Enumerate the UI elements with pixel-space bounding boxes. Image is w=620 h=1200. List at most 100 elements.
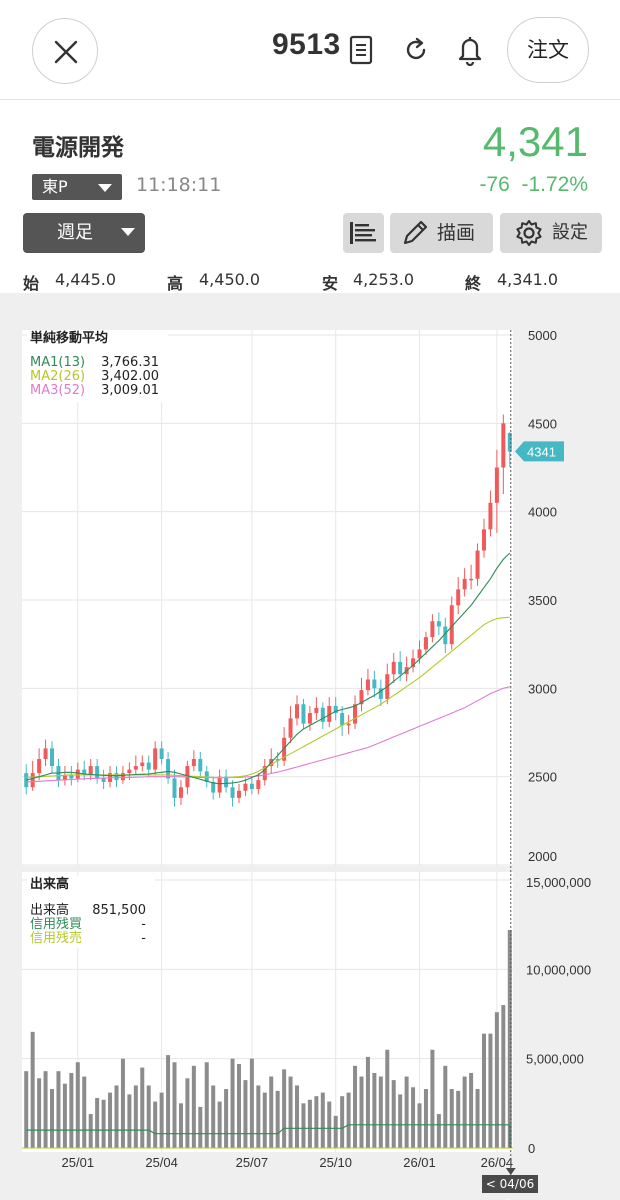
- candle: [372, 670, 377, 698]
- volume-bar: [262, 1092, 267, 1148]
- price-tick-label: 4500: [528, 416, 557, 431]
- price-change: -76 -1.72%: [479, 173, 588, 196]
- volume-bar: [346, 1092, 351, 1148]
- volume-bar: [95, 1097, 100, 1148]
- volume-bar: [166, 1055, 171, 1148]
- candle-body: [340, 713, 345, 726]
- volume-bar: [69, 1072, 74, 1148]
- last-price-badge: [515, 441, 564, 462]
- volume-value: 851,500: [92, 903, 146, 918]
- candle-body: [37, 759, 42, 774]
- candle: [314, 697, 319, 721]
- candle-body: [191, 759, 196, 767]
- candle: [320, 702, 325, 729]
- margin-sell-value: -: [141, 931, 146, 946]
- volume-bar: [108, 1092, 113, 1148]
- candle: [295, 695, 300, 726]
- candle-body: [166, 759, 171, 779]
- candle-body: [30, 773, 35, 788]
- ma2-label: MA2(26): [30, 369, 86, 384]
- candle-body: [120, 773, 125, 781]
- open-value: 4,445.0: [55, 270, 117, 289]
- price-tick-label: 4000: [528, 505, 557, 520]
- candle-body: [469, 578, 474, 581]
- margin-sell-label: 信用残売: [30, 931, 83, 946]
- candle: [411, 649, 416, 673]
- candle: [469, 564, 474, 590]
- candle: [198, 751, 203, 777]
- volume-bar: [307, 1099, 312, 1148]
- time-tick-label: 26/04: [481, 1155, 514, 1170]
- candle-body: [456, 589, 461, 606]
- margin-buy-value: -: [141, 917, 146, 932]
- exchange-selector[interactable]: 東P: [32, 174, 122, 200]
- time-tick-label: 25/10: [319, 1155, 352, 1170]
- volume-bar: [211, 1085, 216, 1148]
- candle-body: [133, 766, 138, 770]
- time-tick-label: 25/04: [145, 1155, 178, 1170]
- volume-bar: [114, 1085, 119, 1148]
- volume-bar: [191, 1065, 196, 1148]
- candle-body: [243, 783, 248, 791]
- company-name: 電源開発: [32, 135, 124, 161]
- candle: [153, 741, 158, 775]
- candle: [333, 697, 338, 721]
- candle-body: [288, 718, 293, 738]
- candle: [507, 432, 512, 467]
- volume-bar: [372, 1072, 377, 1148]
- ma3-line: [26, 686, 510, 783]
- candle: [430, 614, 435, 643]
- document-icon[interactable]: [349, 35, 373, 65]
- timeframe-selector[interactable]: 週足: [23, 213, 145, 253]
- candle-body: [411, 658, 416, 668]
- volume-bar: [340, 1096, 345, 1148]
- volume-bar: [462, 1076, 467, 1148]
- volume-bar: [82, 1076, 87, 1148]
- candle: [481, 518, 486, 558]
- candle-body: [346, 723, 351, 726]
- refresh-icon[interactable]: [402, 36, 430, 64]
- draw-label: 描画: [437, 222, 476, 244]
- settings-label: 設定: [552, 222, 588, 243]
- candle-body: [82, 769, 87, 775]
- candle: [191, 750, 196, 772]
- candle: [224, 769, 229, 793]
- candle: [230, 780, 235, 807]
- volume-bar: [417, 1103, 422, 1148]
- volume-bar: [24, 1071, 29, 1148]
- close-button[interactable]: [32, 18, 98, 84]
- candle-body: [172, 778, 177, 798]
- volume-bar: [159, 1092, 164, 1148]
- volume-legend-title: 出来高: [30, 877, 70, 892]
- order-button[interactable]: 注文: [507, 17, 589, 83]
- volume-bar: [443, 1065, 448, 1148]
- price-pane: [22, 330, 513, 866]
- candle: [456, 577, 461, 615]
- candle-body: [75, 769, 80, 779]
- high-label: 高: [167, 274, 184, 293]
- settings-button[interactable]: 設定: [500, 213, 602, 253]
- indicator-list-button[interactable]: [343, 213, 384, 253]
- volume-bar: [204, 1062, 209, 1148]
- candle-body: [50, 748, 55, 767]
- candle: [365, 668, 370, 696]
- candle-body: [140, 762, 145, 767]
- candle: [166, 751, 171, 784]
- candle: [50, 741, 55, 774]
- exchange-label: 東P: [42, 177, 68, 196]
- candle-body: [423, 637, 428, 650]
- candle: [88, 759, 93, 781]
- bell-icon[interactable]: [456, 34, 484, 66]
- candle-body: [95, 766, 100, 779]
- candle-body: [249, 783, 254, 790]
- volume-bar: [256, 1085, 261, 1148]
- volume-bar: [353, 1065, 358, 1148]
- close-value: 4,341.0: [497, 270, 559, 289]
- candle: [282, 727, 287, 767]
- volume-bar: [494, 1012, 499, 1148]
- draw-button[interactable]: 描画: [390, 213, 493, 253]
- volume-bar: [217, 1101, 222, 1148]
- ohlc-row: 始 4,445.0 高 4,450.0 安 4,253.0 終 4,341.0: [0, 266, 620, 293]
